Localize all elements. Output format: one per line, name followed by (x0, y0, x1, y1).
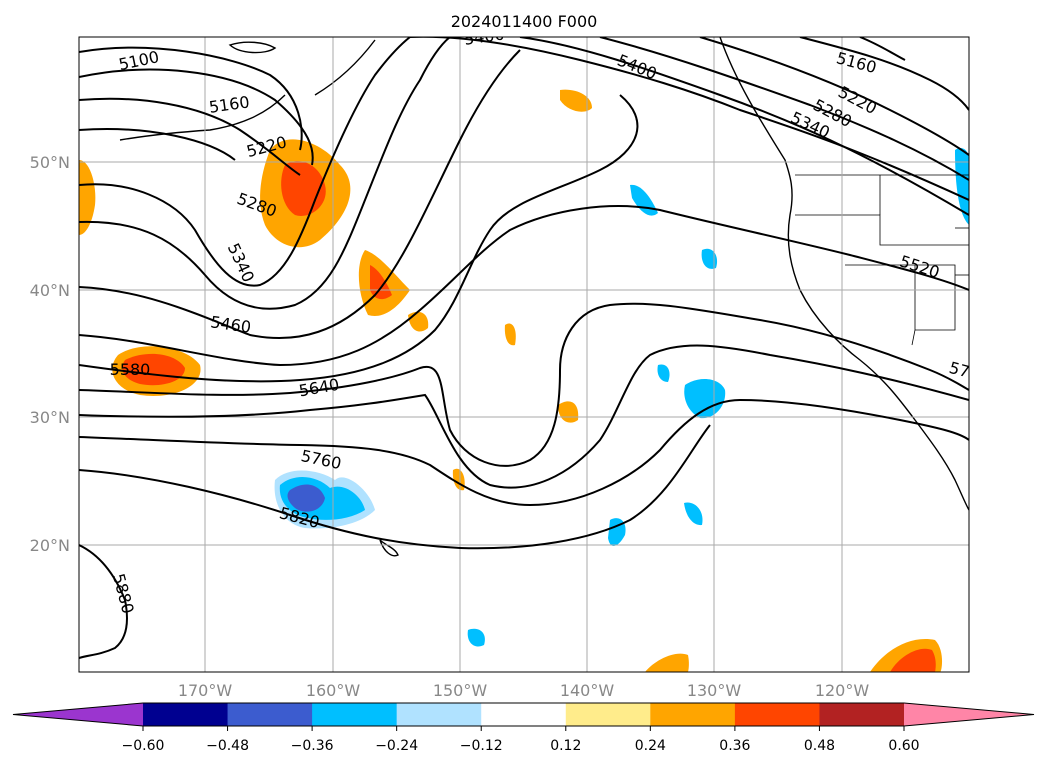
colorbar-segment (143, 703, 229, 726)
contour-label: 5460 (209, 312, 252, 336)
contour-label: 5580 (110, 360, 151, 379)
colorbar-tick-label: 0.60 (888, 738, 919, 754)
colorbar-tick-label: −0.24 (375, 738, 418, 754)
lon-label: 170°W (178, 681, 233, 700)
map-area: 5100 5160 5220 5280 5340 5400 5460 5580 … (79, 24, 972, 672)
lon-label: 140°W (560, 681, 615, 700)
map-title: 2024011400 F000 (451, 12, 598, 31)
colorbar-segment (312, 703, 398, 726)
colorbar-segment (734, 703, 820, 726)
height-contours (79, 37, 969, 659)
colorbar-tick-label: 0.24 (635, 738, 666, 754)
contour-label: 5880 (109, 571, 138, 615)
lon-label: 160°W (306, 681, 361, 700)
colorbar-segment (650, 703, 736, 726)
lat-label: 40°N (30, 281, 70, 300)
colorbar-extend-high (904, 703, 1034, 726)
contour-label: 5760 (299, 446, 343, 473)
colorbar-tick-label: −0.36 (291, 738, 334, 754)
lat-label: 20°N (30, 536, 70, 555)
contour-label: 5640 (297, 375, 340, 401)
coastlines (119, 37, 969, 557)
colorbar-tick-label: 0.48 (804, 738, 835, 754)
contour-label: 57 (947, 358, 972, 382)
contour-label: 5400 (463, 24, 506, 48)
borders (795, 174, 969, 346)
colorbar-tick-label: −0.12 (460, 738, 503, 754)
colorbar-segment (481, 703, 567, 726)
contour-label: 5160 (834, 48, 878, 77)
map-frame (78, 36, 970, 673)
contour-label: 5340 (224, 240, 258, 285)
contour-label: 5160 (208, 92, 251, 116)
anomaly-shading (79, 89, 969, 672)
colorbar-tick-label: 0.12 (550, 738, 581, 754)
lon-label: 120°W (815, 681, 870, 700)
colorbar-segment (227, 703, 313, 726)
colorbar-tick-label: −0.48 (206, 738, 249, 754)
lon-label: 130°W (687, 681, 742, 700)
colorbar-segment (396, 703, 482, 726)
colorbar-tick-label: −0.60 (122, 738, 165, 754)
contour-label: 5400 (615, 50, 660, 83)
gridlines (79, 37, 969, 672)
colorbar: −0.60 −0.48 −0.36 −0.24 −0.12 0.12 0.24 0.36 0.4… (12, 702, 1035, 754)
colorbar-segment (565, 703, 651, 726)
lat-label: 30°N (30, 408, 70, 427)
colorbar-segment (819, 703, 905, 726)
lat-label: 50°N (30, 153, 70, 172)
contour-label: 5520 (897, 251, 942, 282)
colorbar-extend-low (13, 703, 143, 726)
lon-label: 150°W (433, 681, 488, 700)
colorbar-tick-label: 0.36 (719, 738, 750, 754)
